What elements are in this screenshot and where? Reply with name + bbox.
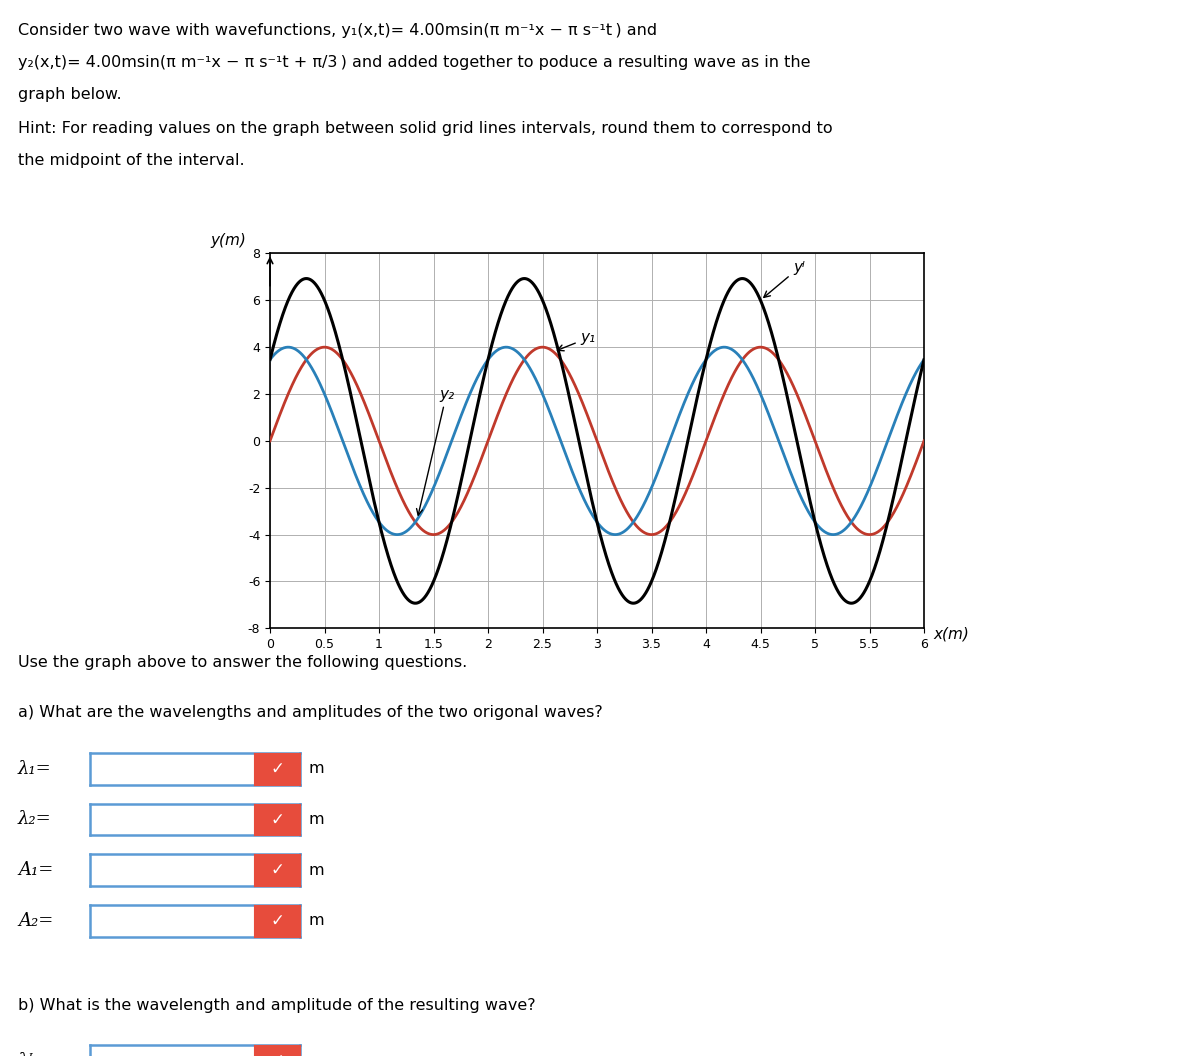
Text: Consider two wave with wavefunctions, y₁(x,t)= 4.00msin(π m⁻¹x − π s⁻¹t ) and: Consider two wave with wavefunctions, y₁… [18, 23, 658, 38]
Text: b) What is the wavelength and amplitude of the resulting wave?: b) What is the wavelength and amplitude … [18, 998, 535, 1013]
Text: yᴵ: yᴵ [764, 260, 805, 298]
Text: ✓: ✓ [270, 759, 284, 778]
Text: y₂(x,t)= 4.00msin(π m⁻¹x − π s⁻¹t + π/3 ) and added together to poduce a resulti: y₂(x,t)= 4.00msin(π m⁻¹x − π s⁻¹t + π/3 … [18, 55, 810, 70]
Text: y(m): y(m) [210, 233, 246, 248]
Text: m: m [308, 1054, 324, 1056]
Text: the midpoint of the interval.: the midpoint of the interval. [18, 153, 245, 168]
Text: ✓: ✓ [270, 810, 284, 829]
Text: λᴵ=: λᴵ= [18, 1052, 49, 1056]
Text: Use the graph above to answer the following questions.: Use the graph above to answer the follow… [18, 655, 467, 670]
Text: λ₂=: λ₂= [18, 810, 52, 829]
Text: y₁: y₁ [558, 331, 595, 351]
Text: m: m [308, 761, 324, 776]
Text: graph below.: graph below. [18, 87, 121, 101]
Text: ✓: ✓ [270, 861, 284, 880]
Text: x(m): x(m) [934, 626, 970, 641]
Text: m: m [308, 913, 324, 928]
Text: y₂: y₂ [416, 386, 454, 515]
Text: ✓: ✓ [270, 911, 284, 930]
Text: A₂=: A₂= [18, 911, 53, 930]
Text: ✓: ✓ [270, 1052, 284, 1056]
Text: Hint: For reading values on the graph between solid grid lines intervals, round : Hint: For reading values on the graph be… [18, 121, 833, 136]
Text: m: m [308, 863, 324, 878]
Text: A₁=: A₁= [18, 861, 53, 880]
Text: λ₁=: λ₁= [18, 759, 52, 778]
Text: m: m [308, 812, 324, 827]
Text: a) What are the wavelengths and amplitudes of the two origonal waves?: a) What are the wavelengths and amplitud… [18, 705, 602, 720]
